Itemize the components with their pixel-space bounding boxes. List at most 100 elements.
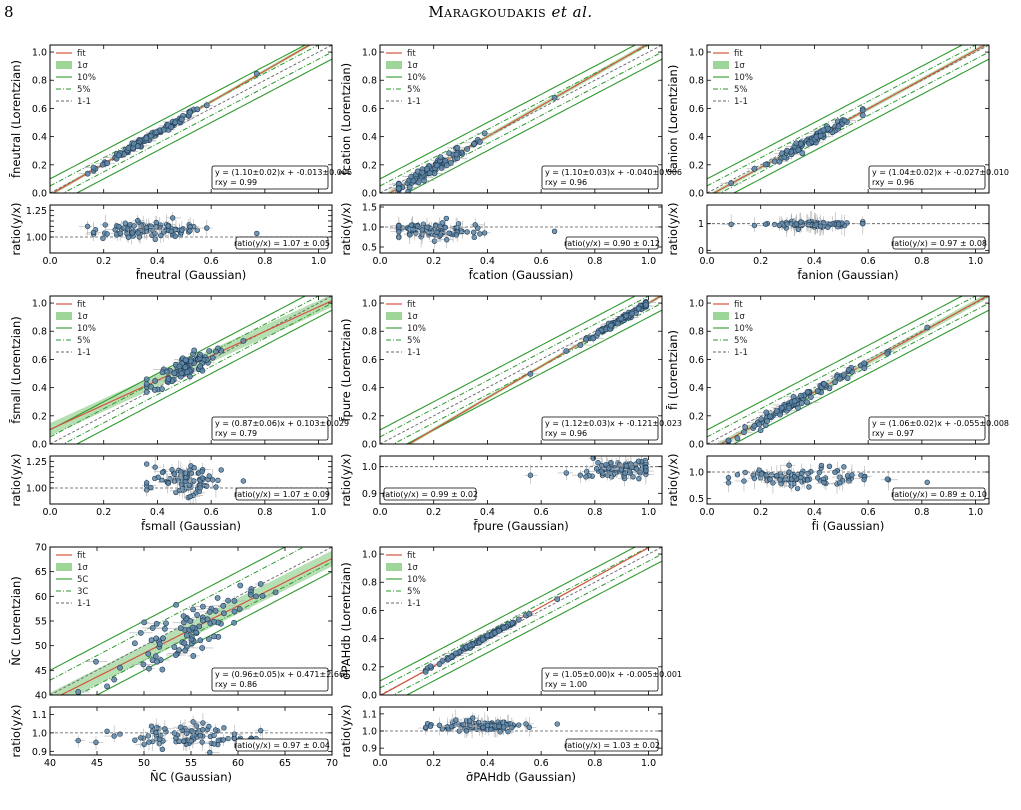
ratio-point <box>643 467 649 474</box>
data-point <box>143 376 150 383</box>
legend-label: fit <box>734 49 743 59</box>
data-point <box>111 676 118 683</box>
main-plot-small <box>50 296 332 444</box>
ratio-point <box>121 225 127 231</box>
ratio-point <box>180 738 187 744</box>
main-axes-frame <box>706 44 990 194</box>
ratio-point <box>162 726 168 732</box>
data-point <box>500 624 507 631</box>
ratio-annotation: ratio(y/x) = 0.97 ± 0.08 <box>891 239 987 248</box>
x-tick-label: 0.6 <box>534 507 549 518</box>
ratio-axes-frame <box>379 204 663 254</box>
ratio-annotation: ratio(y/x) = 1.07 ± 0.09 <box>234 490 330 499</box>
data-point <box>795 146 802 153</box>
fit-equation: y = (1.05±0.00)x + -0.005±0.001 <box>545 670 682 679</box>
data-point <box>194 611 200 618</box>
y-tick-label: 55 <box>35 617 47 628</box>
y-tick-label: 1.0 <box>362 550 377 561</box>
ratio-axis-label: ratio(y/x) <box>666 454 680 507</box>
data-point <box>104 160 111 167</box>
data-point <box>924 324 931 331</box>
ratio-point <box>751 475 758 482</box>
data-point <box>259 593 266 599</box>
ratio-point <box>598 468 605 474</box>
ratio-point <box>209 477 216 483</box>
x-tick-label: 0.2 <box>753 256 768 267</box>
ratio-point <box>408 222 414 228</box>
data-point <box>199 367 206 374</box>
ratio-point <box>821 479 827 486</box>
data-point <box>203 102 210 109</box>
ratio-point <box>725 474 732 481</box>
fit-equation: y = (0.87±0.06)x + 0.103±0.029 <box>215 419 349 428</box>
x-tick-label: 0.4 <box>807 507 822 518</box>
y-tick-label: 45 <box>35 666 47 677</box>
x-tick-label: 40 <box>44 758 56 769</box>
data-point <box>728 180 735 187</box>
x-tick-label: 0.8 <box>914 256 929 267</box>
ratio-axes-frame <box>706 204 990 254</box>
ratio-point <box>407 232 413 238</box>
data-point <box>153 129 160 136</box>
data-point <box>758 416 765 423</box>
ratio-point <box>798 474 804 481</box>
ratio-point <box>178 724 184 730</box>
ratio-point <box>75 737 81 744</box>
ratio-point <box>221 725 227 731</box>
x-axis-label: f̄neutral (Gaussian) <box>136 268 247 282</box>
data-point <box>189 624 196 631</box>
data-point <box>406 184 413 191</box>
legend-swatch-band <box>386 563 402 571</box>
ratio-plot-nc <box>50 712 332 755</box>
data-point <box>231 598 238 604</box>
data-point <box>427 663 434 670</box>
main-axes-frame <box>49 295 333 445</box>
data-point <box>141 619 148 626</box>
data-point <box>177 625 184 631</box>
ratio-point <box>816 469 822 476</box>
data-point <box>214 595 221 601</box>
running-head-etal: et al. <box>551 3 593 21</box>
ratio-point <box>470 229 477 235</box>
x-tick-label: 0.2 <box>753 507 768 518</box>
data-point <box>184 369 191 375</box>
ratio-plot-sigma <box>380 709 662 738</box>
data-point <box>188 636 195 643</box>
ratio-point <box>884 476 891 482</box>
ratio-point <box>798 219 804 225</box>
ratio-annotation: ratio(y/x) = 0.90 ± 0.12 <box>564 239 660 248</box>
inner-line-upper <box>380 547 650 689</box>
data-point <box>140 661 147 668</box>
legend-swatch-band <box>386 61 402 69</box>
y-tick-label: 0.8 <box>689 76 704 87</box>
ratio-point <box>424 224 430 230</box>
inner-line-upper <box>50 45 320 187</box>
data-point <box>156 641 163 648</box>
ratio-point <box>471 234 477 241</box>
ratio-y-tick-label: 0 <box>698 246 704 257</box>
y-tick-label: 0.8 <box>689 327 704 338</box>
ratio-point <box>90 229 97 236</box>
ratio-point <box>131 223 137 229</box>
data-point <box>247 591 254 598</box>
ratio-annotation-box <box>235 738 329 752</box>
ratio-point <box>835 221 842 227</box>
legend-label: 5% <box>77 336 91 346</box>
fit-equation: y = (1.10±0.02)x + -0.013±0.006 <box>215 168 352 177</box>
ratio-point <box>159 469 166 476</box>
y-tick-label: 0.8 <box>362 76 377 87</box>
fit-equation: y = (1.12±0.03)x + -0.121±0.023 <box>545 419 682 428</box>
ratio-point <box>630 474 636 480</box>
data-point <box>725 437 732 444</box>
y-axis-label: f̄cation (Lorentzian) <box>339 63 353 175</box>
x-tick-label: 0.8 <box>587 256 602 267</box>
data-point <box>84 170 91 177</box>
ratio-point <box>143 224 150 231</box>
y-tick-label: 0.4 <box>689 383 704 394</box>
ratio-point <box>189 728 195 734</box>
ratio-point <box>554 721 560 727</box>
x-tick-label: 0.0 <box>42 256 57 267</box>
data-point <box>159 666 166 673</box>
data-point <box>165 376 172 382</box>
